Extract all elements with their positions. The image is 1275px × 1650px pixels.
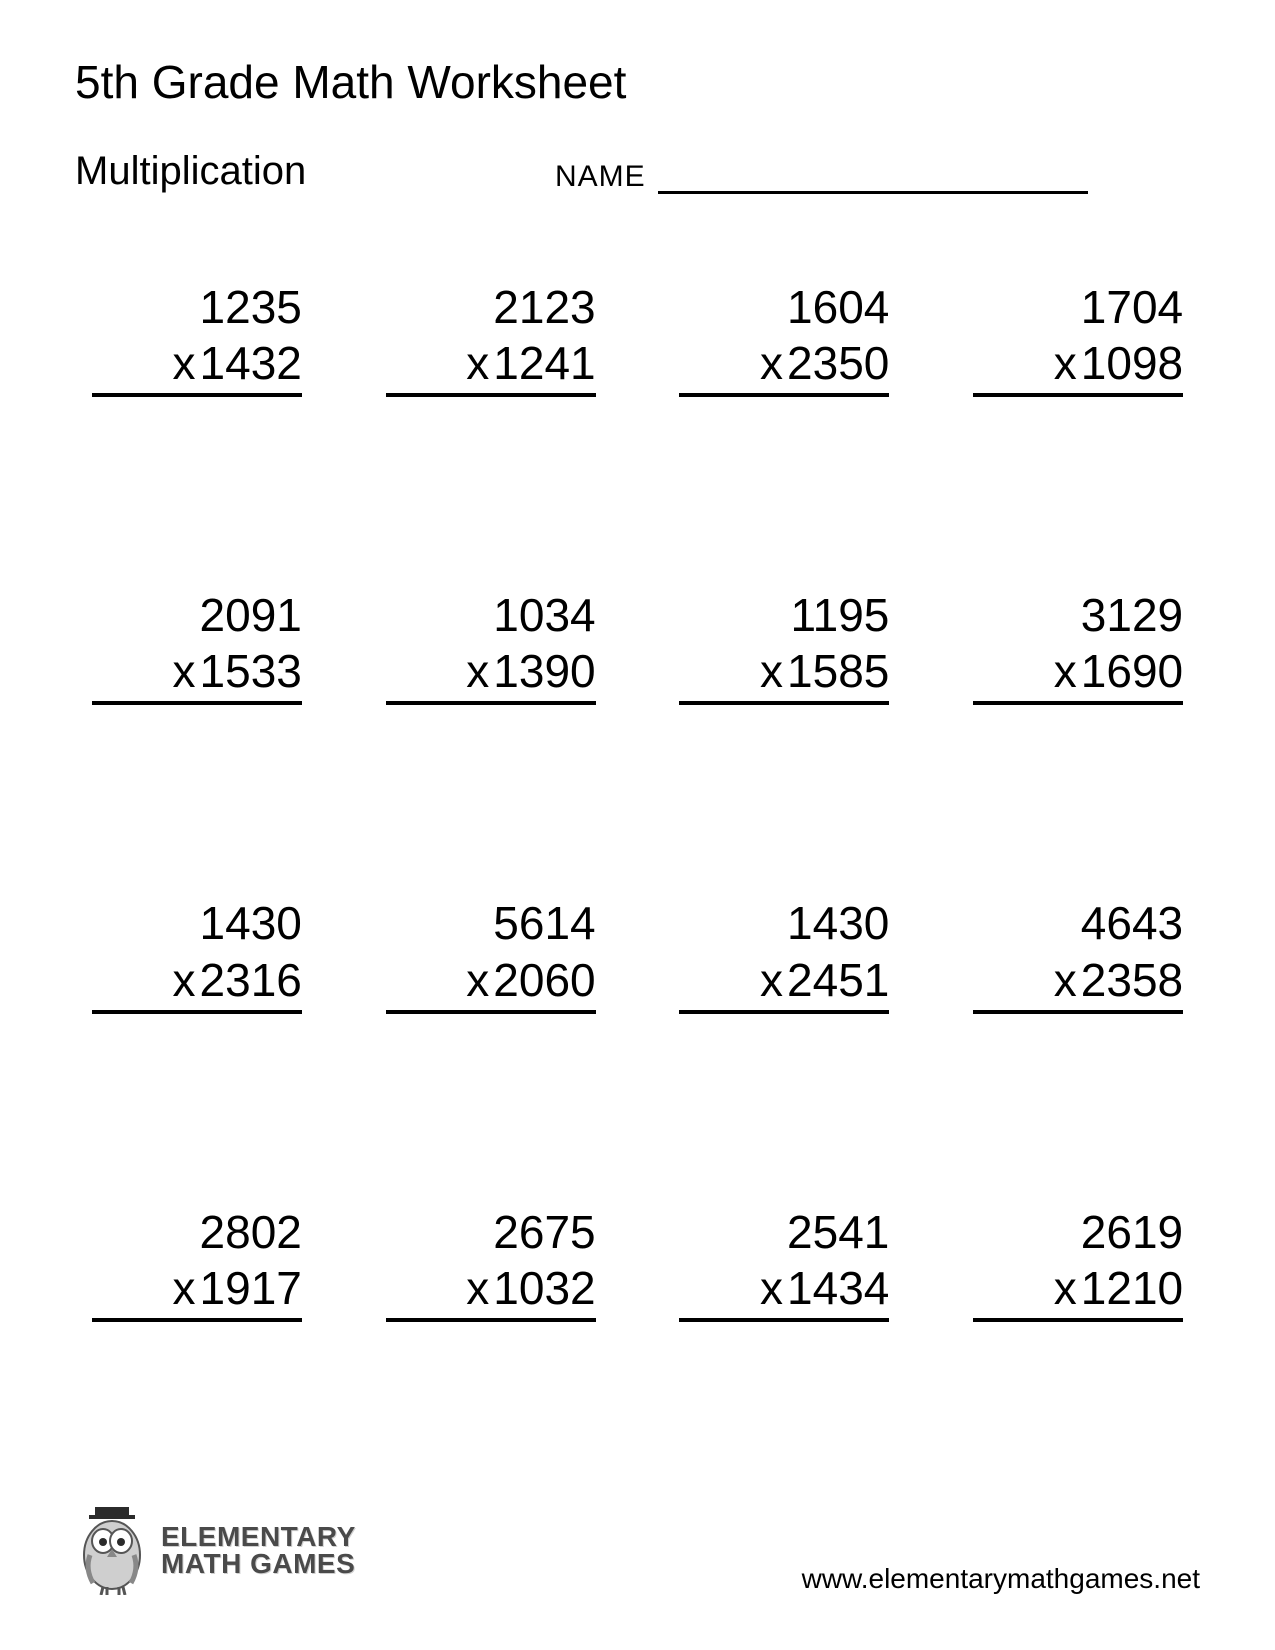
problem-bottom-number: 2316 — [200, 954, 302, 1006]
logo: ELEMENTARY MATH GAMES — [75, 1507, 356, 1595]
problem-top-number: 1235 — [92, 279, 302, 335]
multiplication-problem: 5614x2060 — [386, 895, 596, 1013]
problem-bottom-row: x2060 — [386, 952, 596, 1014]
multiply-operator: x — [1054, 954, 1077, 1006]
multiply-operator: x — [760, 954, 783, 1006]
multiply-operator: x — [466, 1262, 489, 1314]
problem-bottom-number: 1032 — [493, 1262, 595, 1314]
multiply-operator: x — [1054, 645, 1077, 697]
multiply-operator: x — [1054, 1262, 1077, 1314]
problem-top-number: 2123 — [386, 279, 596, 335]
problem-bottom-number: 2060 — [493, 954, 595, 1006]
multiply-operator: x — [466, 337, 489, 389]
problem-top-number: 1430 — [679, 895, 889, 951]
problem-top-number: 1034 — [386, 587, 596, 643]
multiplication-problem: 2541x1434 — [679, 1204, 889, 1322]
name-input-line[interactable] — [658, 164, 1088, 194]
multiplication-problem: 2802x1917 — [92, 1204, 302, 1322]
problem-bottom-number: 2358 — [1081, 954, 1183, 1006]
multiply-operator: x — [466, 954, 489, 1006]
problem-bottom-row: x2358 — [973, 952, 1183, 1014]
multiplication-problem: 2619x1210 — [973, 1204, 1183, 1322]
logo-text: ELEMENTARY MATH GAMES — [161, 1524, 356, 1577]
multiplication-problem: 1195x1585 — [679, 587, 889, 705]
problems-grid: 1235x14322123x12411604x23501704x10982091… — [75, 279, 1200, 1322]
multiply-operator: x — [760, 645, 783, 697]
problem-bottom-number: 1210 — [1081, 1262, 1183, 1314]
problem-bottom-number: 1585 — [787, 645, 889, 697]
multiply-operator: x — [173, 954, 196, 1006]
problem-bottom-number: 1533 — [200, 645, 302, 697]
multiply-operator: x — [466, 645, 489, 697]
multiplication-problem: 1430x2451 — [679, 895, 889, 1013]
multiplication-problem: 4643x2358 — [973, 895, 1183, 1013]
multiplication-problem: 1034x1390 — [386, 587, 596, 705]
multiplication-problem: 1430x2316 — [92, 895, 302, 1013]
problem-bottom-row: x1390 — [386, 643, 596, 705]
multiplication-problem: 2123x1241 — [386, 279, 596, 397]
problem-bottom-row: x2451 — [679, 952, 889, 1014]
problem-top-number: 1704 — [973, 279, 1183, 335]
problem-bottom-row: x1241 — [386, 335, 596, 397]
problem-bottom-number: 2350 — [787, 337, 889, 389]
problem-top-number: 2675 — [386, 1204, 596, 1260]
problem-bottom-number: 1917 — [200, 1262, 302, 1314]
problem-bottom-row: x1690 — [973, 643, 1183, 705]
problem-bottom-number: 1241 — [493, 337, 595, 389]
problem-bottom-number: 1432 — [200, 337, 302, 389]
multiply-operator: x — [173, 1262, 196, 1314]
problem-top-number: 2541 — [679, 1204, 889, 1260]
problem-bottom-row: x1917 — [92, 1260, 302, 1322]
multiply-operator: x — [173, 337, 196, 389]
multiplication-problem: 1235x1432 — [92, 279, 302, 397]
multiplication-problem: 2091x1533 — [92, 587, 302, 705]
owl-icon — [75, 1507, 153, 1595]
multiply-operator: x — [173, 645, 196, 697]
logo-text-line2: MATH GAMES — [161, 1551, 356, 1578]
subheader: Multiplication NAME — [75, 149, 1200, 194]
problem-top-number: 1195 — [679, 587, 889, 643]
problem-bottom-row: x1432 — [92, 335, 302, 397]
multiplication-problem: 1604x2350 — [679, 279, 889, 397]
footer-url: www.elementarymathgames.net — [802, 1563, 1200, 1595]
problem-top-number: 5614 — [386, 895, 596, 951]
problem-bottom-number: 1690 — [1081, 645, 1183, 697]
problem-bottom-row: x1032 — [386, 1260, 596, 1322]
problem-top-number: 1430 — [92, 895, 302, 951]
problem-top-number: 1604 — [679, 279, 889, 335]
problem-bottom-row: x2316 — [92, 952, 302, 1014]
multiplication-problem: 3129x1690 — [973, 587, 1183, 705]
problem-top-number: 2619 — [973, 1204, 1183, 1260]
worksheet-subtitle: Multiplication — [75, 149, 555, 194]
problem-bottom-row: x1434 — [679, 1260, 889, 1322]
problem-bottom-row: x1585 — [679, 643, 889, 705]
problem-bottom-row: x2350 — [679, 335, 889, 397]
multiply-operator: x — [760, 337, 783, 389]
problem-top-number: 2802 — [92, 1204, 302, 1260]
problem-bottom-row: x1098 — [973, 335, 1183, 397]
multiplication-problem: 1704x1098 — [973, 279, 1183, 397]
problem-bottom-number: 1434 — [787, 1262, 889, 1314]
problem-top-number: 3129 — [973, 587, 1183, 643]
footer: ELEMENTARY MATH GAMES www.elementarymath… — [75, 1507, 1200, 1595]
problem-top-number: 2091 — [92, 587, 302, 643]
name-label: NAME — [555, 160, 646, 194]
page-title: 5th Grade Math Worksheet — [75, 55, 1200, 109]
problem-bottom-row: x1210 — [973, 1260, 1183, 1322]
multiplication-problem: 2675x1032 — [386, 1204, 596, 1322]
logo-text-line1: ELEMENTARY — [161, 1524, 356, 1551]
problem-bottom-number: 1390 — [493, 645, 595, 697]
problem-top-number: 4643 — [973, 895, 1183, 951]
multiply-operator: x — [760, 1262, 783, 1314]
multiply-operator: x — [1054, 337, 1077, 389]
problem-bottom-number: 1098 — [1081, 337, 1183, 389]
problem-bottom-row: x1533 — [92, 643, 302, 705]
problem-bottom-number: 2451 — [787, 954, 889, 1006]
